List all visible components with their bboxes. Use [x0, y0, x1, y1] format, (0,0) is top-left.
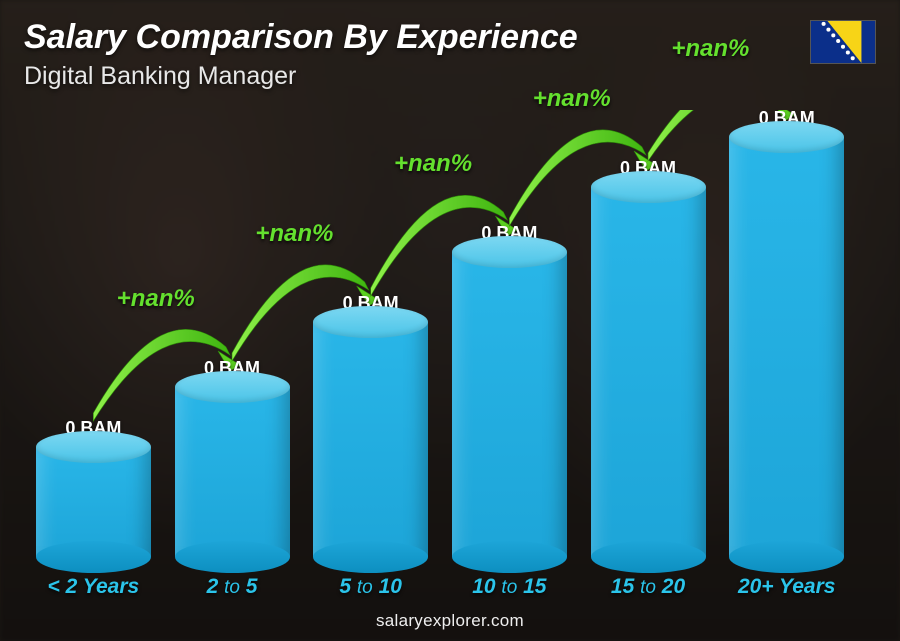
bar-column: 0 BAM [583, 158, 714, 557]
growth-pct-label: +nan% [117, 285, 195, 313]
x-category-label: 20+ Years [721, 575, 852, 599]
x-axis-labels: < 2 Years 2 to 5 5 to 10 10 to 15 15 to 20 20… [28, 575, 852, 599]
bar-column: 0 BAM [167, 358, 298, 557]
bar-column: 0 BAM [28, 418, 159, 557]
bar-column: 0 BAM [305, 293, 436, 557]
x-category-label: 5 to 10 [305, 575, 436, 599]
bar-column: 0 BAM [721, 108, 852, 557]
chart-subtitle: Digital Banking Manager [24, 62, 296, 91]
bar [175, 387, 290, 557]
chart-container: Salary Comparison By Experience Digital … [0, 0, 900, 641]
bar [313, 322, 428, 557]
growth-pct-label: +nan% [255, 220, 333, 248]
footer-credit: salaryexplorer.com [0, 611, 900, 631]
growth-pct-label: +nan% [671, 35, 749, 63]
growth-pct-label: +nan% [533, 85, 611, 113]
flag-icon [810, 20, 876, 64]
bar-column: 0 BAM [444, 223, 575, 557]
bar [452, 252, 567, 557]
x-category-label: 2 to 5 [167, 575, 298, 599]
bar [729, 137, 844, 557]
growth-pct-label: +nan% [394, 150, 472, 178]
bar [591, 187, 706, 557]
bar-chart: 0 BAM0 BAM0 BAM0 BAM0 BAM0 BAM < 2 Years… [28, 110, 852, 593]
x-category-label: 15 to 20 [583, 575, 714, 599]
bar [36, 447, 151, 557]
x-category-label: < 2 Years [28, 575, 159, 599]
x-category-label: 10 to 15 [444, 575, 575, 599]
chart-title: Salary Comparison By Experience [24, 18, 578, 57]
